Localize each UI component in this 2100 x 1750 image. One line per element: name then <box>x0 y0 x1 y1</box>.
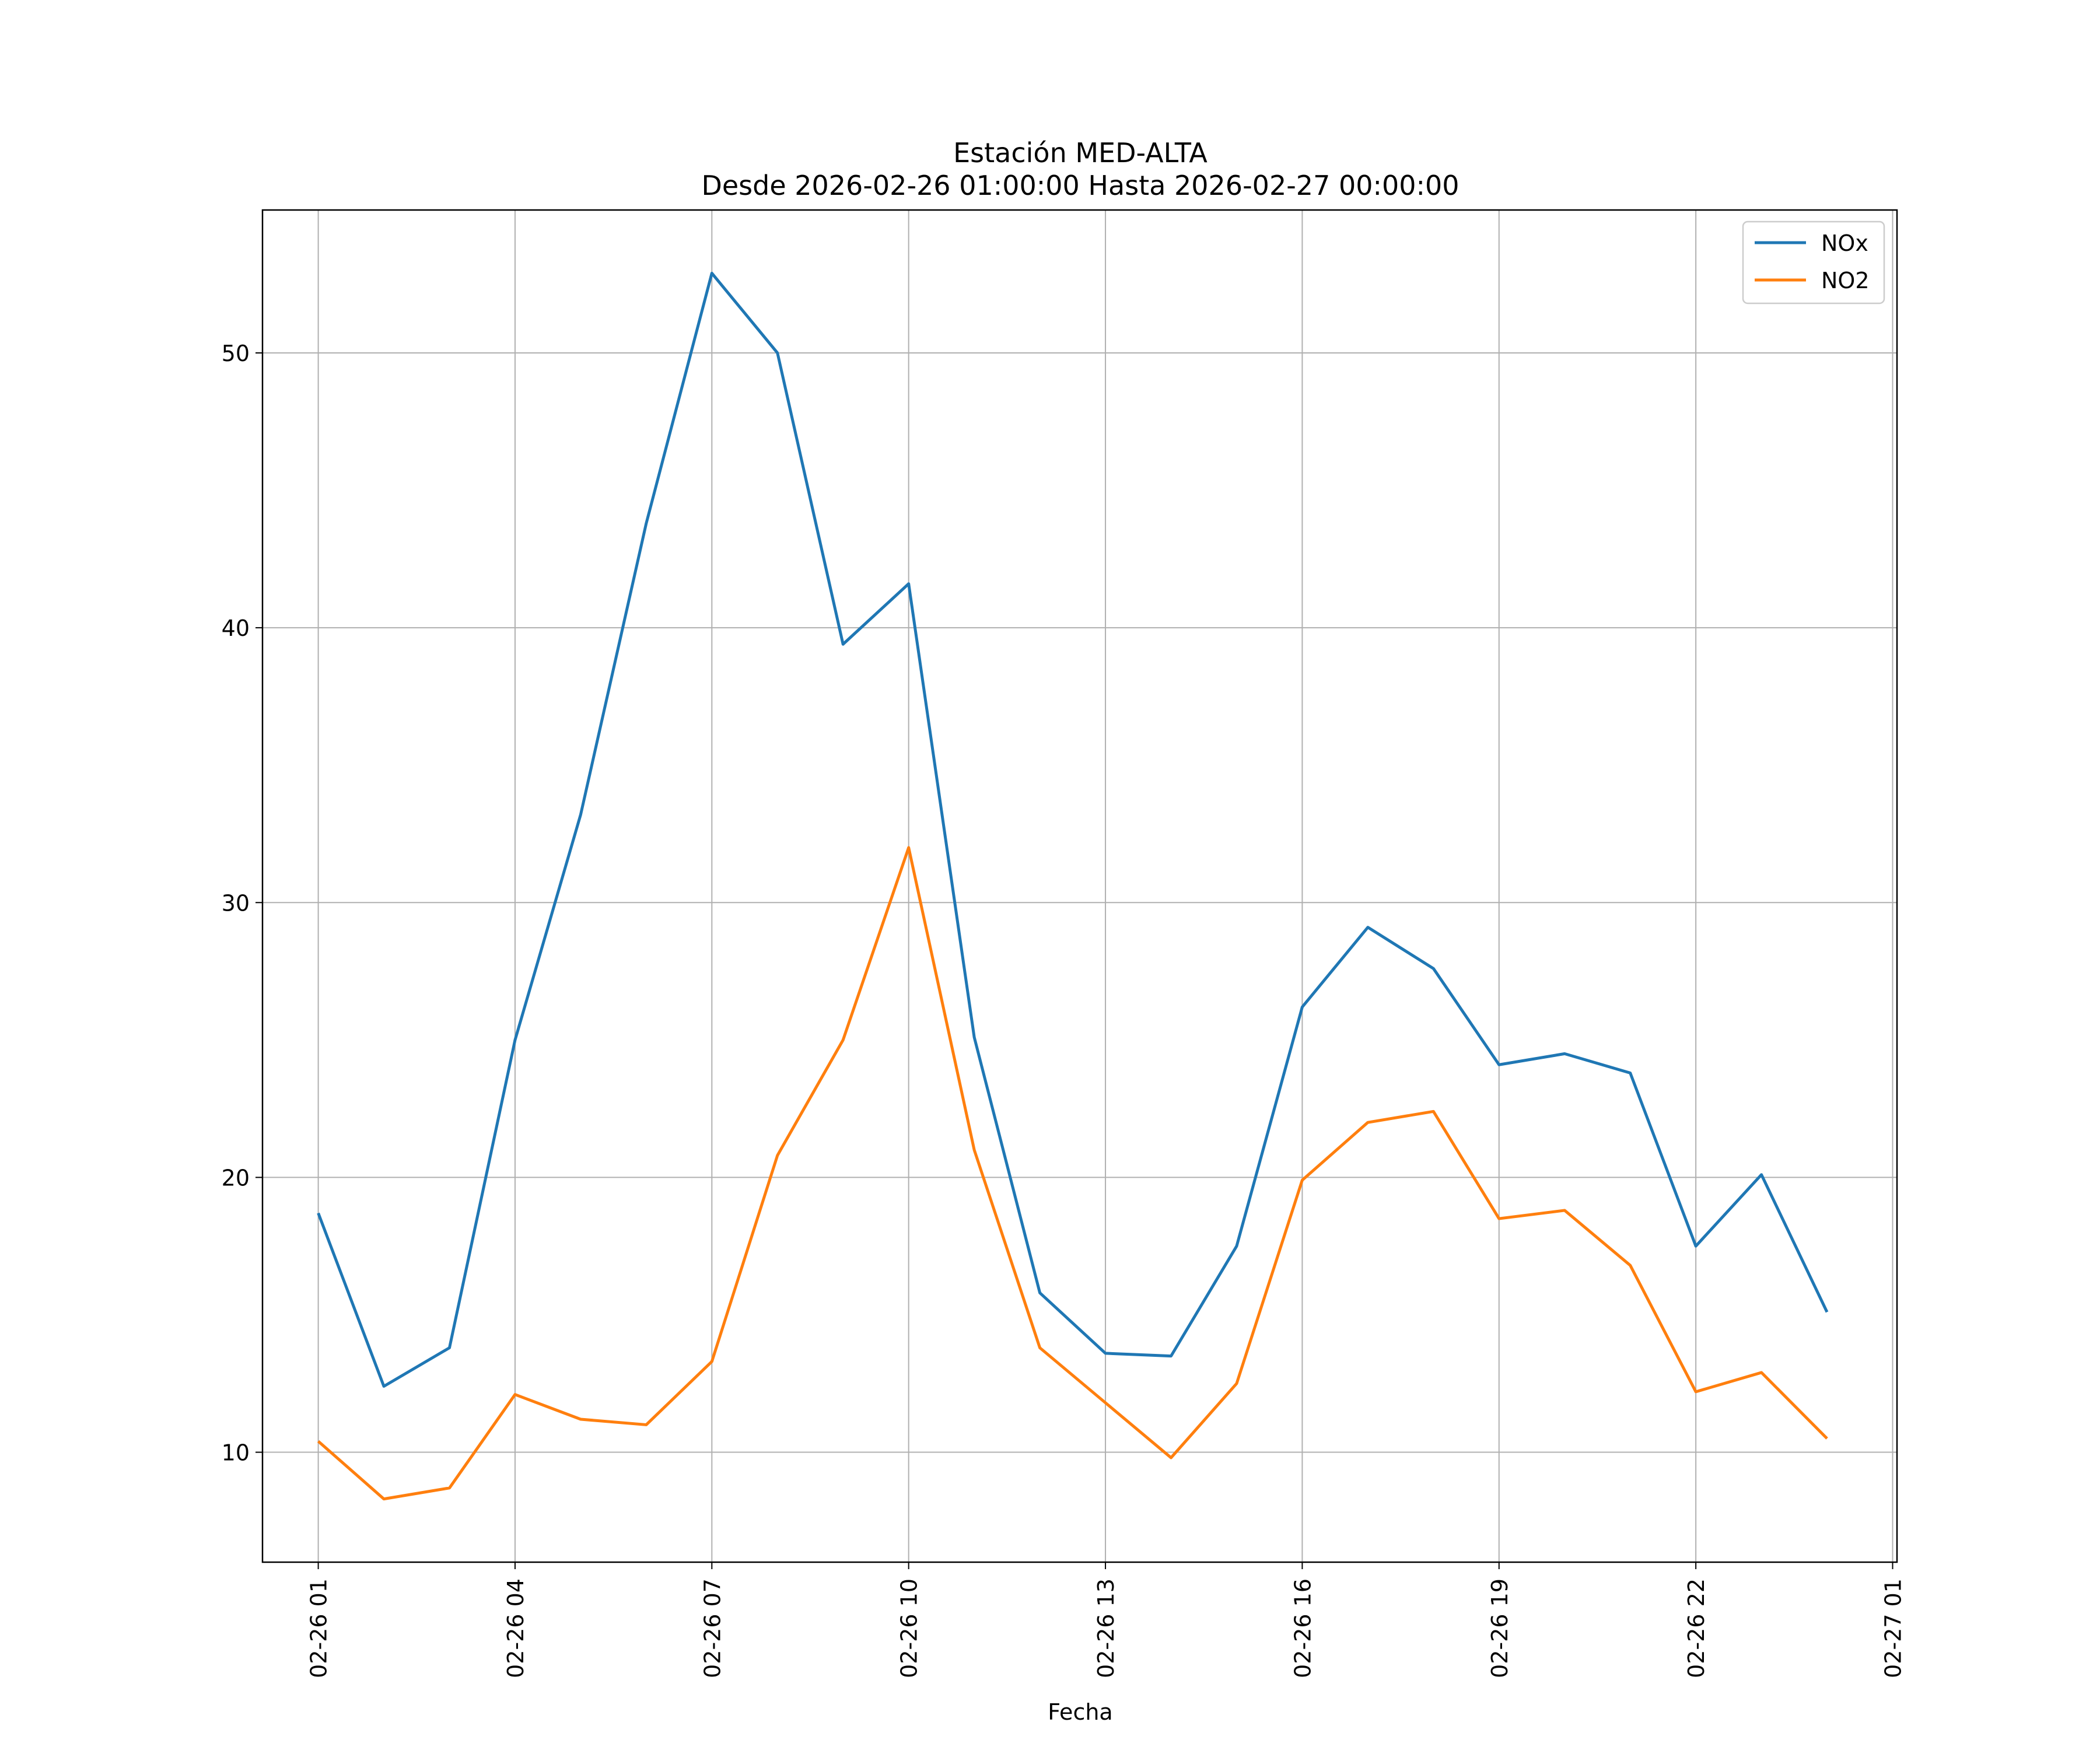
x-axis-label: Fecha <box>1048 1699 1112 1725</box>
series-lines <box>317 271 1829 1501</box>
x-tick-label: 02-26 10 <box>897 1578 922 1678</box>
series-line-no2 <box>317 846 1828 1501</box>
x-tick-label: 02-26 04 <box>503 1578 528 1678</box>
y-tick-label: 40 <box>222 615 250 641</box>
legend-label: NO2 <box>1821 268 1870 293</box>
grid-lines <box>262 210 1897 1562</box>
legend: NOx NO2 <box>1742 220 1885 304</box>
series-line-nox <box>317 271 1829 1388</box>
x-tick-label: 02-27 01 <box>1881 1578 1906 1678</box>
legend-label: NOx <box>1821 230 1868 256</box>
chart-subtitle: Desde 2026-02-26 01:00:00 Hasta 2026-02-… <box>701 170 1459 201</box>
chart-title: Estación MED-ALTA <box>953 137 1208 169</box>
plot-frame <box>261 209 1898 1563</box>
x-tick-label: 02-26 19 <box>1487 1578 1513 1678</box>
x-tick-label: 02-26 01 <box>306 1578 332 1678</box>
x-tick-label: 02-26 22 <box>1684 1578 1709 1678</box>
y-tick-label: 50 <box>222 341 250 366</box>
x-axis: 02-26 01 02-26 04 02-26 07 02-26 10 02-26 13… <box>306 1562 1906 1678</box>
x-tick-label: 02-26 16 <box>1290 1578 1315 1678</box>
y-tick-label: 10 <box>222 1440 250 1466</box>
x-tick-label: 02-26 07 <box>699 1578 725 1678</box>
y-tick-label: 30 <box>222 890 250 916</box>
x-tick-label: 02-26 13 <box>1093 1578 1119 1678</box>
y-axis: 10 20 30 40 50 <box>222 341 262 1466</box>
y-tick-label: 20 <box>222 1165 250 1191</box>
